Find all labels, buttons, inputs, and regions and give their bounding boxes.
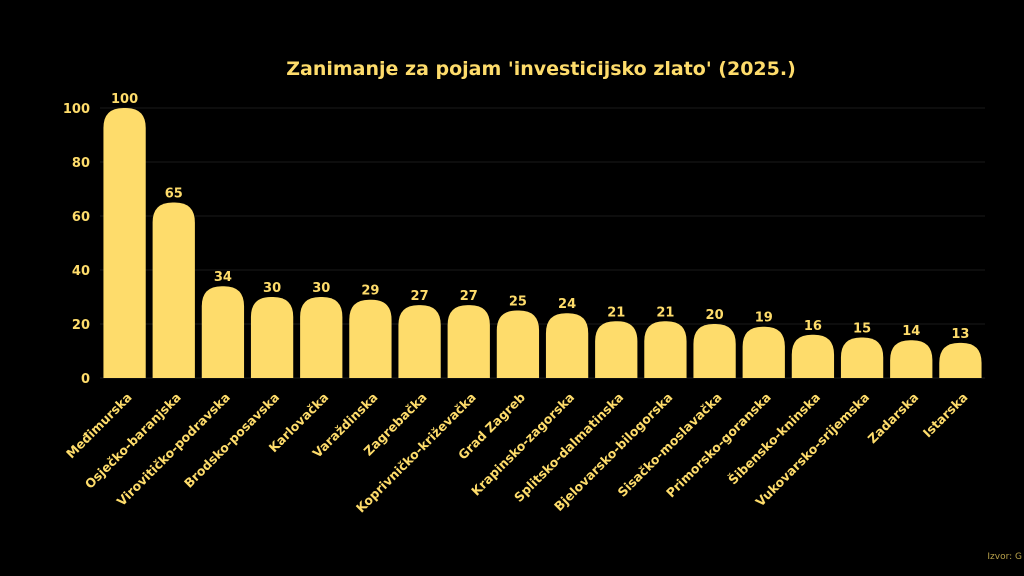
x-tick-label: Zadarska <box>865 390 922 447</box>
x-tick-label: Osječko-baranjska <box>82 390 184 492</box>
y-tick-label: 80 <box>72 156 90 171</box>
x-tick-label: Istarska <box>920 390 971 441</box>
data-label: 25 <box>509 295 527 310</box>
y-tick-label: 60 <box>72 210 90 225</box>
y-tick-label: 40 <box>72 264 90 279</box>
bar <box>496 310 540 378</box>
grid-lines <box>100 107 985 379</box>
bar <box>398 305 441 378</box>
data-label: 15 <box>853 322 871 337</box>
bar <box>349 299 392 378</box>
bar <box>103 108 146 378</box>
data-labels: 100 65 34 30 30 29 27 27 25 24 21 21 20 19 16 15 14 13 <box>111 92 969 342</box>
data-label: 29 <box>361 284 379 299</box>
data-label: 21 <box>607 305 625 320</box>
y-tick-label: 100 <box>63 102 90 117</box>
bar <box>890 340 933 378</box>
bar <box>791 334 835 378</box>
x-axis-labels: MeđimurskaOsječko-baranjskaVirovitičko-p… <box>63 389 971 515</box>
data-label: 30 <box>263 281 281 296</box>
bars <box>103 108 982 378</box>
data-label: 100 <box>111 92 138 107</box>
bar <box>152 202 195 378</box>
data-label: 27 <box>411 289 429 304</box>
data-label: 24 <box>558 297 576 312</box>
y-tick-label: 0 <box>81 372 90 387</box>
data-label: 34 <box>214 270 232 285</box>
chart-title: Zanimanje za pojam 'investicijsko zlato'… <box>286 58 796 80</box>
bar <box>939 342 982 378</box>
bar <box>545 313 589 378</box>
bar <box>201 286 245 378</box>
source-note: Izvor: G <box>987 552 1022 562</box>
bar <box>250 297 294 378</box>
x-tick-label: Brodsko-posavska <box>181 390 282 491</box>
bar <box>595 321 638 378</box>
y-axis-ticks: 0 20 40 60 80 100 <box>63 102 90 387</box>
bar <box>644 321 687 378</box>
data-label: 65 <box>165 187 183 202</box>
data-label: 21 <box>656 305 674 320</box>
y-tick-label: 20 <box>72 318 90 333</box>
bar <box>447 305 490 378</box>
data-label: 27 <box>460 289 478 304</box>
x-tick-label: Šibensko-kninska <box>725 390 823 488</box>
data-label: 14 <box>902 324 920 339</box>
bar <box>742 326 785 378</box>
data-label: 20 <box>706 308 724 323</box>
bar <box>693 324 736 378</box>
bar <box>840 337 884 378</box>
bar <box>300 297 343 378</box>
data-label: 13 <box>951 327 969 342</box>
data-label: 30 <box>312 281 330 296</box>
data-label: 19 <box>755 311 773 326</box>
data-label: 16 <box>804 319 822 334</box>
